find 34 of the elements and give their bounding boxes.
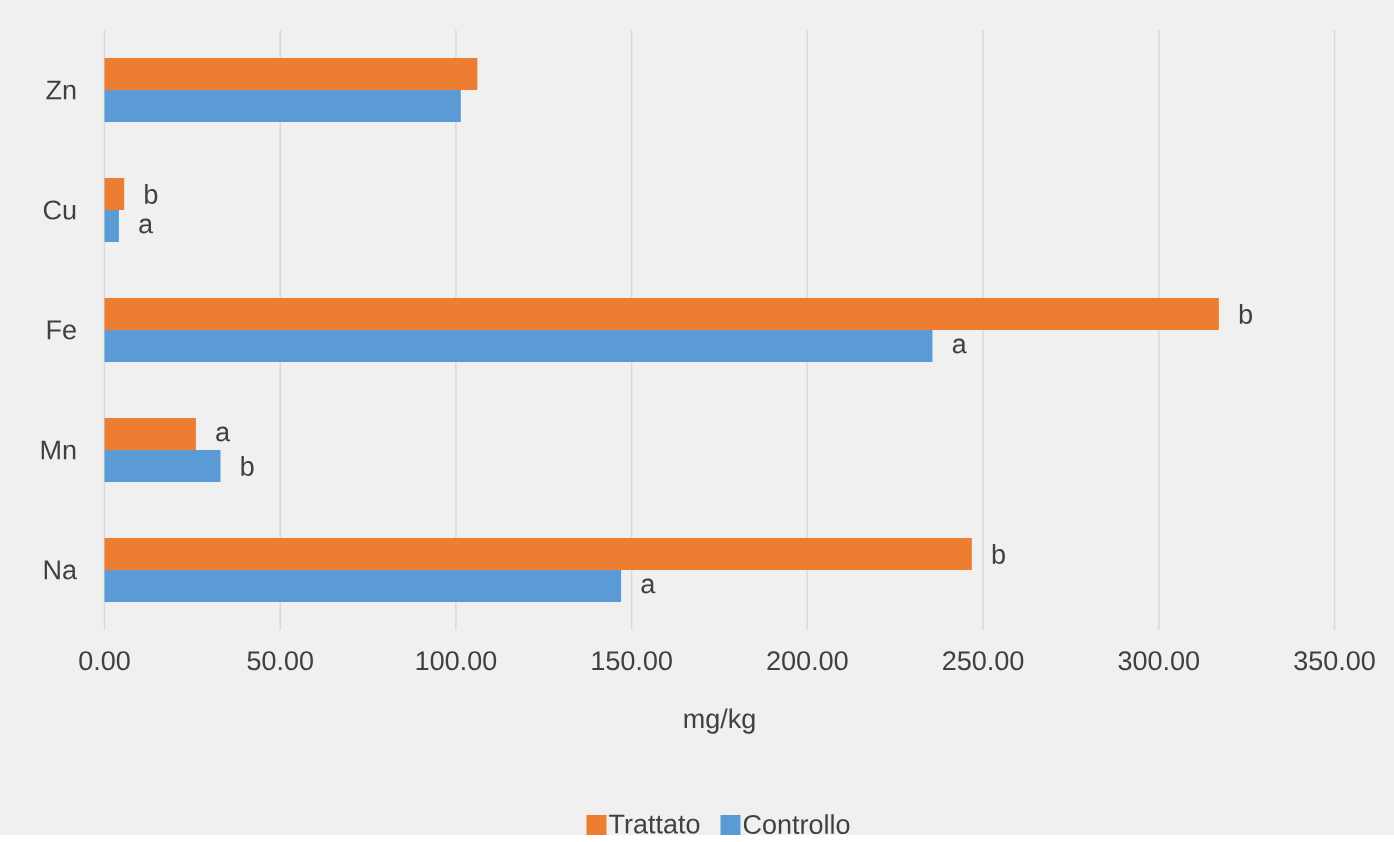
y-tick-label: Cu <box>43 200 76 220</box>
data-label: a <box>952 338 967 354</box>
x-tick-label: 0.00 <box>79 651 130 671</box>
bar <box>104 90 461 123</box>
y-tick-label: Na <box>44 560 78 580</box>
y-tick-label: Mn <box>41 440 76 460</box>
bar <box>104 210 119 243</box>
legend-label: Controllo <box>743 814 850 835</box>
data-label: a <box>641 578 656 594</box>
data-label: a <box>216 426 231 442</box>
x-tick-label: 350.00 <box>1294 651 1375 671</box>
data-label: b <box>145 184 158 204</box>
legend-label: Trattato <box>609 814 700 834</box>
x-axis-title: mg/kg <box>684 708 755 734</box>
data-label: b <box>1239 304 1252 325</box>
data-label: b <box>241 456 254 477</box>
x-tick-label: 150.00 <box>592 651 672 671</box>
bar <box>104 538 972 571</box>
y-tick-label: Fe <box>47 320 76 340</box>
data-label: b <box>992 544 1005 565</box>
x-tick-label: 300.00 <box>1118 651 1200 671</box>
bar <box>104 58 478 91</box>
x-tick-label: 200.00 <box>767 651 848 671</box>
bar <box>104 570 622 603</box>
x-tick-label: 100.00 <box>416 651 497 671</box>
data-label: a <box>139 218 154 234</box>
y-tick-label: Zn <box>46 80 76 100</box>
x-tick-label: 250.00 <box>943 651 1024 671</box>
bar <box>104 330 933 363</box>
bar <box>104 178 125 211</box>
x-tick-label: 50.00 <box>247 651 313 671</box>
bar <box>104 450 221 483</box>
bar <box>104 298 1219 331</box>
bar <box>104 418 196 451</box>
